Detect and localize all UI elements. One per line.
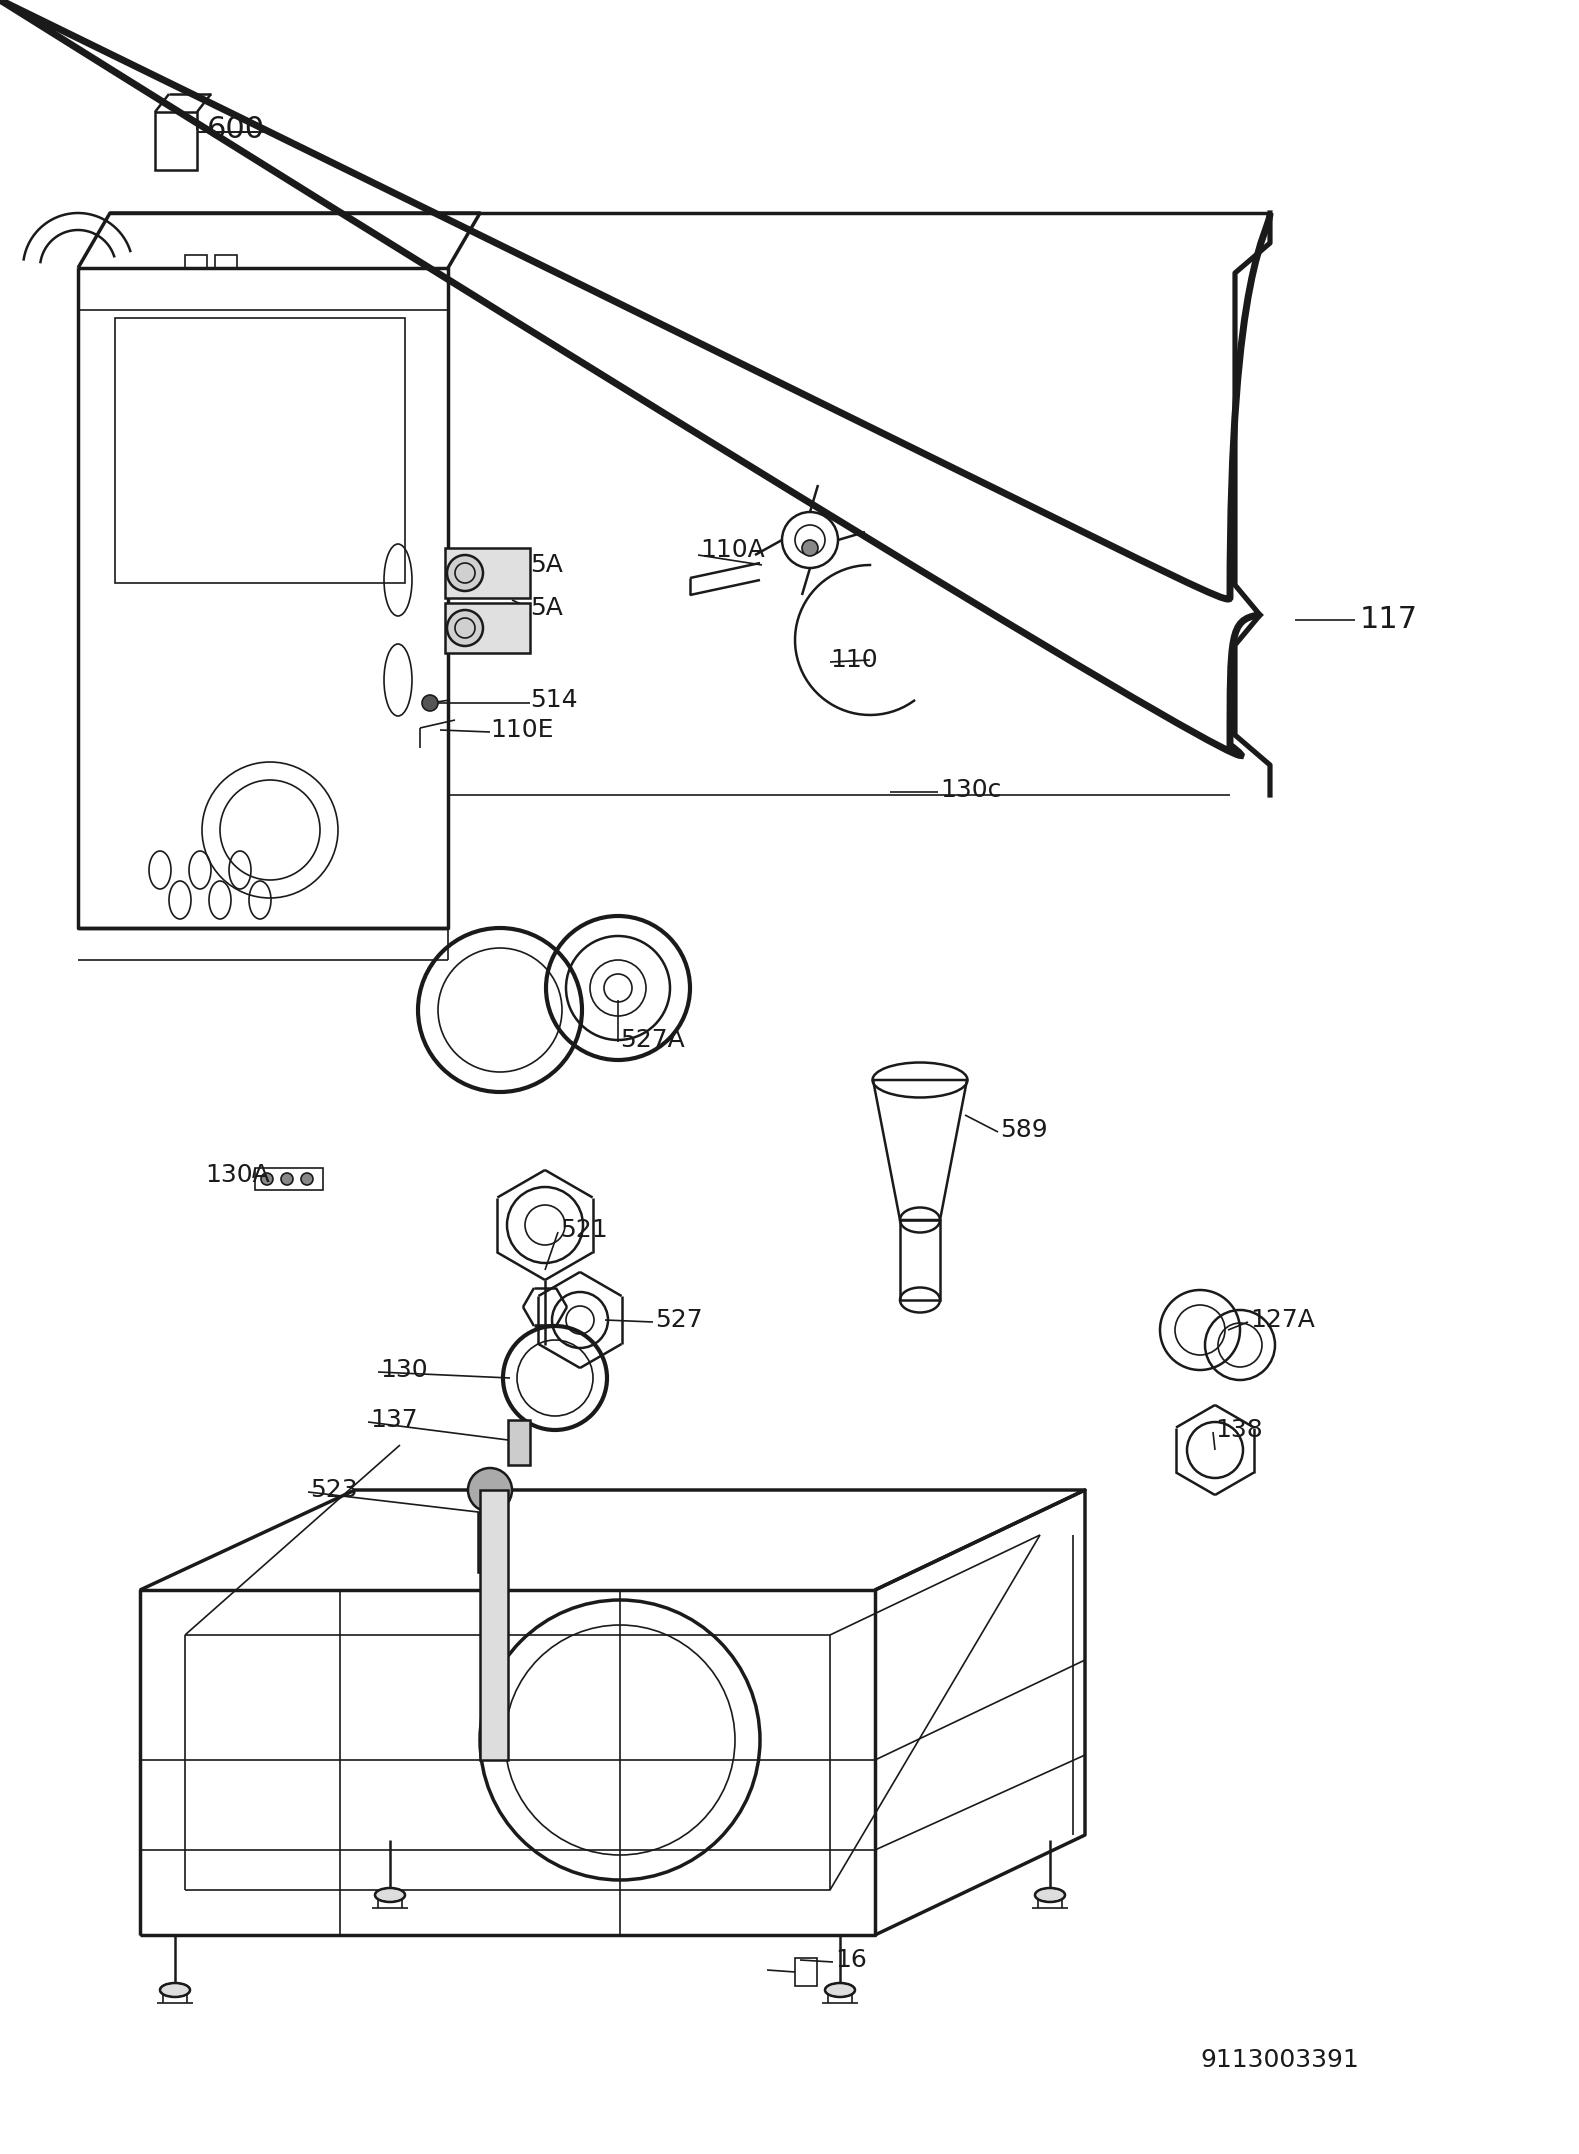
Text: 117: 117 xyxy=(1360,605,1418,635)
Bar xyxy=(445,603,531,653)
Bar xyxy=(215,254,237,269)
Circle shape xyxy=(447,556,483,590)
Ellipse shape xyxy=(824,1984,854,1997)
Text: 130: 130 xyxy=(381,1357,428,1383)
Bar xyxy=(185,254,207,269)
Text: 523: 523 xyxy=(309,1478,357,1501)
Bar xyxy=(445,547,531,599)
Text: 138: 138 xyxy=(1214,1417,1263,1441)
Text: 110A: 110A xyxy=(699,538,764,562)
Text: 5A: 5A xyxy=(531,597,562,620)
Text: 9113003391: 9113003391 xyxy=(1200,2048,1360,2072)
Text: 514: 514 xyxy=(531,687,578,713)
Bar xyxy=(478,1512,502,1572)
Circle shape xyxy=(302,1174,313,1185)
Text: 5A: 5A xyxy=(531,554,562,577)
Bar xyxy=(794,1958,816,1986)
Circle shape xyxy=(422,696,437,711)
Text: 110: 110 xyxy=(831,648,878,672)
Text: 600: 600 xyxy=(207,116,265,144)
Bar xyxy=(115,319,404,584)
Text: 137: 137 xyxy=(369,1409,417,1432)
Bar xyxy=(508,1419,531,1465)
Bar xyxy=(480,1491,508,1760)
Bar xyxy=(900,1219,940,1301)
Circle shape xyxy=(281,1174,294,1185)
Text: 130c: 130c xyxy=(940,778,1001,801)
Text: 130A: 130A xyxy=(205,1163,270,1187)
Ellipse shape xyxy=(159,1984,189,1997)
Bar xyxy=(254,1167,324,1189)
Circle shape xyxy=(467,1469,512,1512)
Text: 521: 521 xyxy=(561,1217,608,1243)
Text: 527A: 527A xyxy=(621,1027,685,1051)
Text: 589: 589 xyxy=(1000,1118,1047,1142)
Ellipse shape xyxy=(1034,1889,1064,1902)
Text: 127A: 127A xyxy=(1251,1307,1315,1331)
Circle shape xyxy=(261,1174,273,1185)
Circle shape xyxy=(802,541,818,556)
Circle shape xyxy=(447,610,483,646)
Ellipse shape xyxy=(374,1889,404,1902)
Text: 110E: 110E xyxy=(489,717,554,741)
Bar xyxy=(155,112,197,170)
Text: 527: 527 xyxy=(655,1307,703,1331)
Text: 16: 16 xyxy=(835,1947,867,1973)
